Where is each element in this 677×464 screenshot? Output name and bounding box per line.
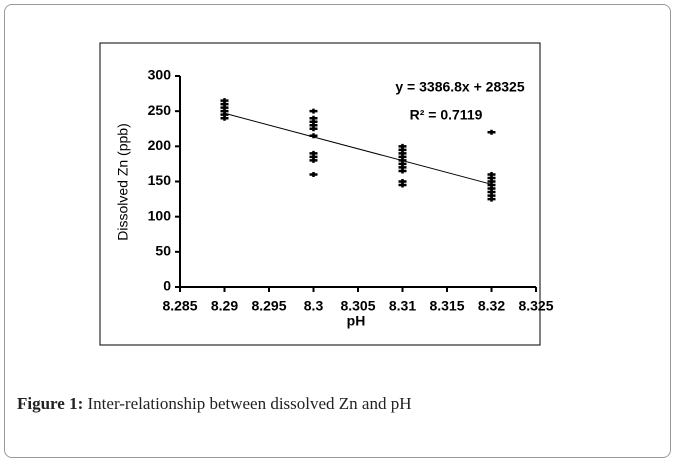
x-tick-label: 8.32 xyxy=(478,298,505,314)
x-tick-label: 8.295 xyxy=(251,298,286,314)
point xyxy=(309,157,318,163)
point xyxy=(220,115,229,121)
caption-text: Inter-relationship between dissolved Zn … xyxy=(87,394,412,413)
equation: y = 3386.8x + 28325 xyxy=(395,79,524,95)
y-axis-title: Dissolved Zn (ppb) xyxy=(115,123,131,241)
r-squared: R² = 0.7119 xyxy=(410,107,483,123)
y-tick-label: 100 xyxy=(148,207,172,223)
point xyxy=(398,182,407,188)
point xyxy=(487,129,496,135)
y-tick-label: 200 xyxy=(148,137,172,153)
y-tick-label: 50 xyxy=(155,243,171,259)
x-tick-label: 8.31 xyxy=(389,298,416,314)
y-tick-label: 250 xyxy=(148,102,172,118)
point xyxy=(487,196,496,202)
x-tick-label: 8.315 xyxy=(429,298,464,314)
x-tick-label: 8.305 xyxy=(340,298,375,314)
x-tick-label: 8.3 xyxy=(304,298,324,314)
x-tick-label: 8.325 xyxy=(518,298,553,314)
point xyxy=(398,168,407,174)
point xyxy=(309,133,318,139)
y-tick-label: 0 xyxy=(163,278,171,294)
y-tick-label: 150 xyxy=(148,172,172,188)
caption-label: Figure 1: xyxy=(17,394,84,413)
point xyxy=(309,108,318,114)
figure-frame xyxy=(4,4,671,458)
x-tick-label: 8.29 xyxy=(211,298,238,314)
chart-border xyxy=(99,42,541,346)
point xyxy=(309,126,318,132)
y-tick-label: 300 xyxy=(148,67,172,83)
x-tick-label: 8.285 xyxy=(162,298,197,314)
x-axis-title: pH xyxy=(347,313,366,329)
trendline xyxy=(224,112,492,185)
point xyxy=(309,171,318,177)
caption: Figure 1: Inter-relationship between dis… xyxy=(17,394,412,414)
